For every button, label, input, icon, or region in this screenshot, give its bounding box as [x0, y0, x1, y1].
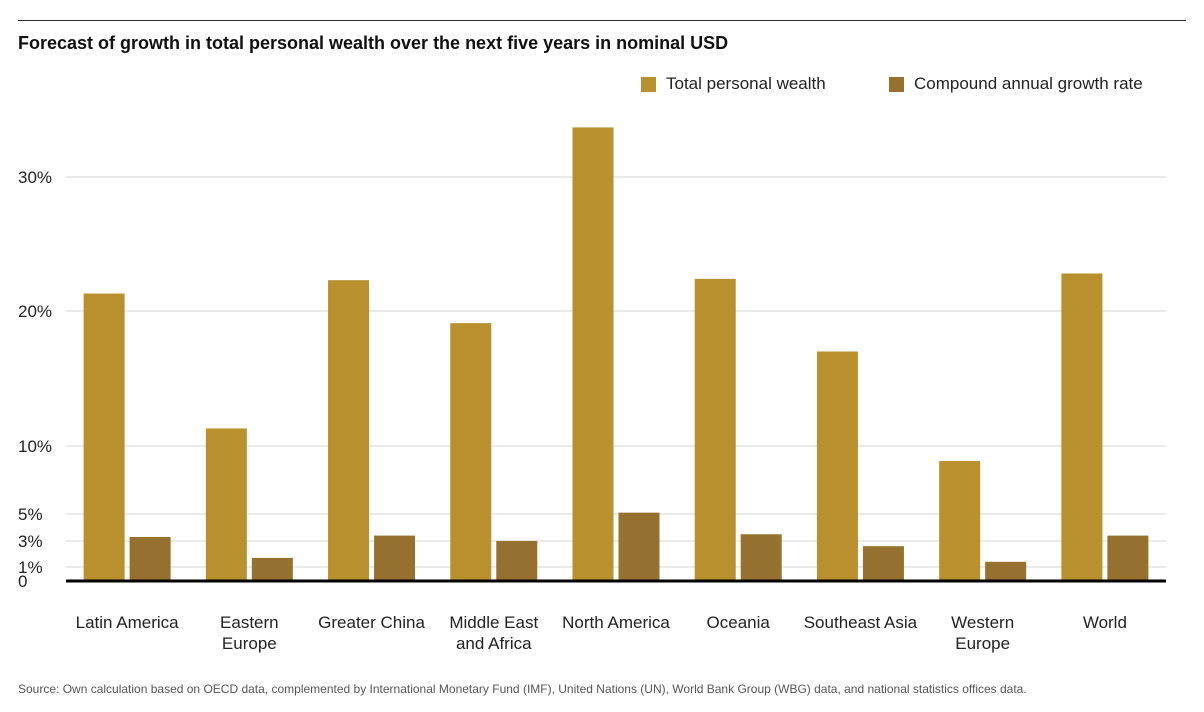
- x-tick-label: Southeast Asia: [804, 613, 918, 632]
- x-tick-label: North America: [562, 613, 670, 632]
- bar-cagr: [374, 535, 416, 581]
- x-tick-label-line: Western: [951, 613, 1014, 632]
- bar-cagr: [496, 541, 538, 581]
- legend-item-total-wealth: Total personal wealth: [641, 73, 826, 95]
- x-tick-label-line: Europe: [222, 634, 277, 653]
- legend-label-cagr: Compound annual growth rate: [914, 74, 1143, 93]
- y-tick-label: 5%: [18, 505, 43, 524]
- legend-swatch-cagr: [889, 76, 904, 92]
- x-tick-label: Latin America: [76, 613, 180, 632]
- x-tick-label-line: and Africa: [456, 634, 532, 653]
- bar-cagr: [618, 512, 660, 581]
- y-tick-label: 0: [18, 572, 27, 591]
- bar-cagr: [740, 534, 782, 581]
- bar-cagr: [251, 557, 293, 581]
- bar-total-wealth: [450, 323, 492, 581]
- y-tick-label: 20%: [18, 302, 52, 321]
- bar-total-wealth: [205, 428, 247, 581]
- bar-cagr: [862, 546, 904, 581]
- bar-cagr: [1107, 535, 1149, 581]
- x-tick-label-line: Eastern: [220, 613, 279, 632]
- bar-total-wealth: [816, 351, 858, 581]
- bar-total-wealth: [328, 280, 370, 581]
- x-tick-label-line: North America: [562, 613, 670, 632]
- legend-swatch-total-wealth: [641, 76, 656, 92]
- bar-cagr: [129, 536, 171, 581]
- x-tick-label: Western Europe: [951, 613, 1014, 653]
- x-tick-label: World: [1083, 613, 1127, 632]
- top-rule: [18, 20, 1186, 21]
- bar-total-wealth: [1061, 273, 1103, 581]
- bar-total-wealth: [939, 460, 981, 581]
- x-tick-label-line: Oceania: [707, 613, 771, 632]
- y-tick-label: 1%: [18, 558, 43, 577]
- bar-total-wealth: [572, 127, 614, 582]
- bar-total-wealth: [694, 278, 736, 581]
- bar-total-wealth: [83, 293, 125, 581]
- x-tick-label-line: Middle East: [449, 613, 538, 632]
- source-note: Source: Own calculation based on OECD da…: [18, 682, 1027, 696]
- x-tick-label: Oceania: [707, 613, 771, 632]
- bar-cagr: [985, 561, 1027, 581]
- y-tick-label: 10%: [18, 437, 52, 456]
- x-tick-label-line: Europe: [955, 634, 1010, 653]
- y-tick-label: 3%: [18, 532, 43, 551]
- x-tick-label: Middle East and Africa: [449, 613, 538, 653]
- legend-item-cagr: Compound annual growth rate: [889, 73, 1143, 95]
- x-tick-label-line: Greater China: [318, 613, 425, 632]
- chart-title: Forecast of growth in total personal wea…: [18, 33, 729, 53]
- y-tick-label: 30%: [18, 168, 52, 187]
- x-tick-label: Greater China: [318, 613, 425, 632]
- x-tick-label-line: Latin America: [76, 613, 180, 632]
- legend-label-total-wealth: Total personal wealth: [666, 74, 826, 93]
- x-tick-label-line: Southeast Asia: [804, 613, 918, 632]
- x-tick-label-line: World: [1083, 613, 1127, 632]
- x-tick-label: Eastern Europe: [220, 613, 279, 653]
